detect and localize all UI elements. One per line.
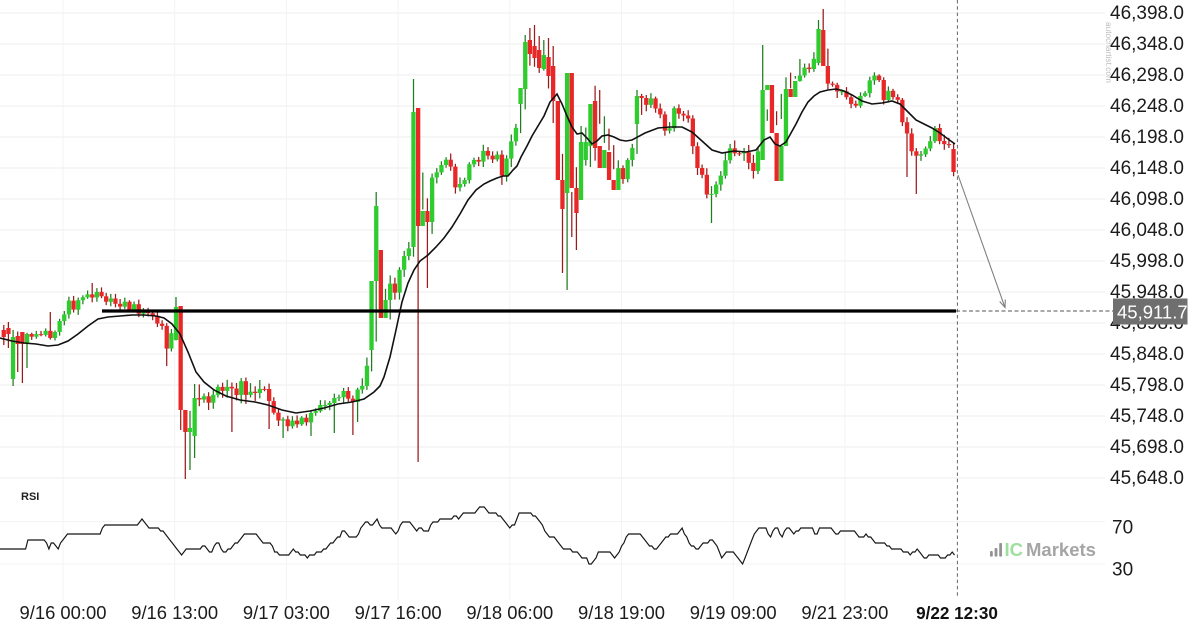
svg-text:9/21 23:00: 9/21 23:00 (801, 602, 888, 623)
svg-text:45,911.7: 45,911.7 (1117, 302, 1188, 323)
svg-text:46,148.0: 46,148.0 (1110, 158, 1184, 179)
svg-text:30: 30 (1112, 560, 1133, 581)
svg-text:RSI: RSI (21, 491, 39, 503)
svg-text:45,648.0: 45,648.0 (1110, 468, 1184, 489)
svg-text:autochartist.com: autochartist.com (1104, 22, 1114, 83)
svg-text:IC: IC (1005, 539, 1024, 560)
svg-text:45,848.0: 45,848.0 (1110, 344, 1184, 365)
svg-text:70: 70 (1112, 518, 1133, 539)
svg-text:9/22 12:30: 9/22 12:30 (916, 604, 998, 623)
svg-text:9/18 06:00: 9/18 06:00 (466, 602, 553, 623)
svg-text:46,348.0: 46,348.0 (1110, 34, 1184, 55)
svg-text:46,298.0: 46,298.0 (1110, 65, 1184, 86)
svg-text:9/19 09:00: 9/19 09:00 (690, 602, 777, 623)
svg-text:45,698.0: 45,698.0 (1110, 437, 1184, 458)
svg-text:45,748.0: 45,748.0 (1110, 406, 1184, 427)
svg-text:46,098.0: 46,098.0 (1110, 189, 1184, 210)
svg-text:46,198.0: 46,198.0 (1110, 127, 1184, 148)
svg-text:9/16 13:00: 9/16 13:00 (131, 602, 218, 623)
svg-text:9/17 03:00: 9/17 03:00 (243, 602, 330, 623)
svg-text:45,998.0: 45,998.0 (1110, 251, 1184, 272)
svg-text:Markets: Markets (1026, 539, 1096, 560)
svg-text:9/17 16:00: 9/17 16:00 (355, 602, 442, 623)
svg-text:45,798.0: 45,798.0 (1110, 375, 1184, 396)
svg-text:45,948.0: 45,948.0 (1110, 282, 1184, 303)
svg-text:46,248.0: 46,248.0 (1110, 96, 1184, 117)
svg-text:46,398.0: 46,398.0 (1110, 3, 1184, 24)
svg-text:9/18 19:00: 9/18 19:00 (578, 602, 665, 623)
svg-text:46,048.0: 46,048.0 (1110, 220, 1184, 241)
svg-text:9/16 00:00: 9/16 00:00 (20, 602, 107, 623)
